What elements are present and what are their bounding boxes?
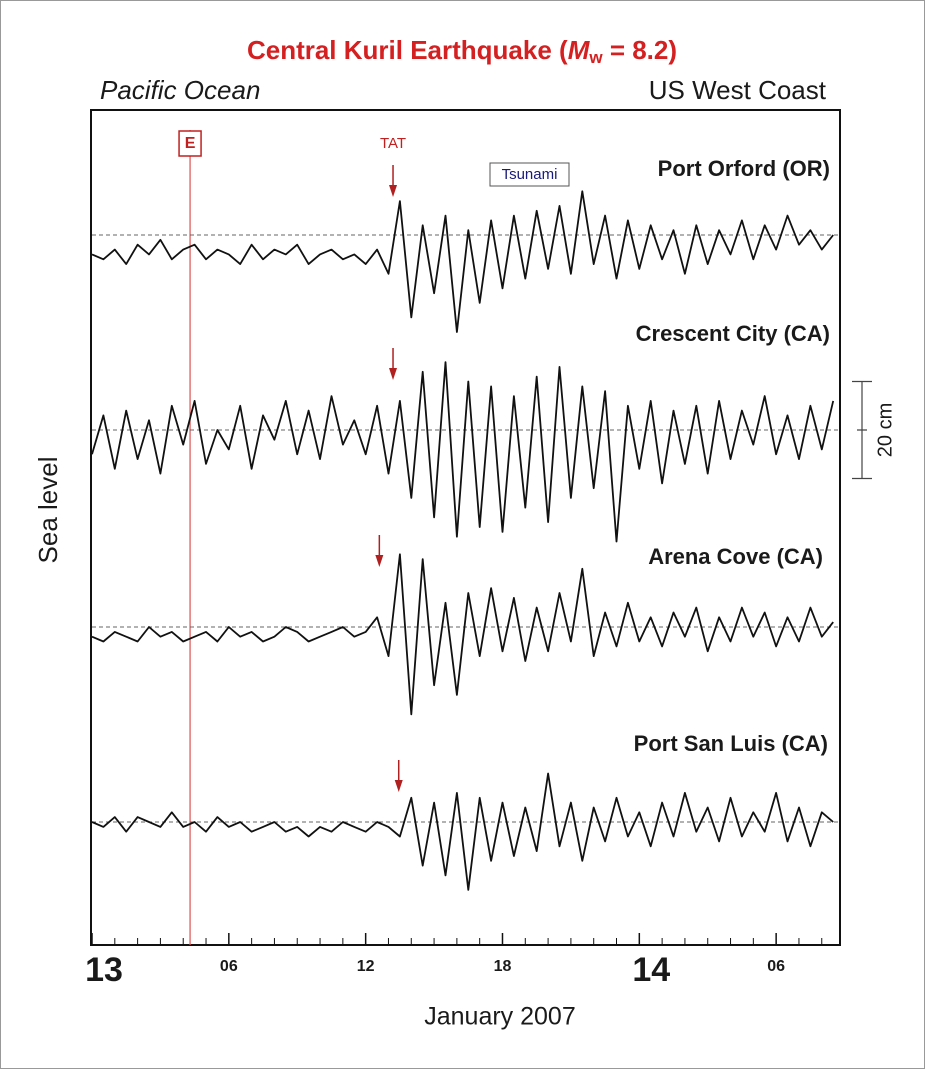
- arrival-label: TAT: [380, 135, 406, 152]
- station-label: Arena Cove (CA): [648, 544, 823, 569]
- scale-bar-label: 20 cm: [874, 403, 896, 457]
- title-subscript: w: [588, 48, 603, 67]
- plot-frame: [90, 109, 841, 946]
- sea-level-trace: [91, 553, 834, 716]
- x-tick-label: 12: [357, 958, 375, 975]
- arrival-arrow: [389, 165, 398, 197]
- arrival-arrow: [389, 348, 398, 380]
- sea-level-trace: [91, 190, 834, 333]
- left-label: Pacific Ocean: [100, 75, 260, 105]
- station-label: Crescent City (CA): [636, 321, 830, 346]
- arrow-head: [389, 185, 398, 197]
- x-tick-label: 13: [85, 951, 123, 989]
- chart-title: Central Kuril Earthquake (Mw = 8.2): [247, 35, 677, 68]
- scale-bar: [852, 380, 872, 480]
- event-label: E: [185, 135, 196, 152]
- event-box: [178, 130, 202, 157]
- sea-level-trace: [91, 772, 834, 891]
- x-axis-label: January 2007: [424, 1003, 576, 1031]
- x-tick-label: 06: [767, 958, 785, 975]
- tsunami-box: [489, 162, 570, 187]
- y-axis-label: Sea level: [33, 457, 63, 564]
- arrival-arrow: [375, 535, 384, 567]
- x-tick-label: 06: [220, 958, 238, 975]
- arrow-head: [375, 555, 384, 567]
- right-label: US West Coast: [649, 75, 827, 105]
- arrow-head: [394, 780, 403, 792]
- station-label: Port Orford (OR): [658, 156, 830, 181]
- title-text: Central Kuril Earthquake (: [247, 35, 568, 65]
- tsunami-label: Tsunami: [502, 166, 558, 183]
- title-value: = 8.2): [603, 35, 677, 65]
- station-label: Port San Luis (CA): [634, 731, 828, 756]
- title-symbol: M: [568, 35, 591, 65]
- x-tick-label: 18: [494, 958, 512, 975]
- arrival-arrow: [394, 760, 403, 792]
- arrow-head: [389, 368, 398, 380]
- sea-level-trace: [91, 361, 835, 543]
- x-tick-label: 14: [632, 951, 670, 989]
